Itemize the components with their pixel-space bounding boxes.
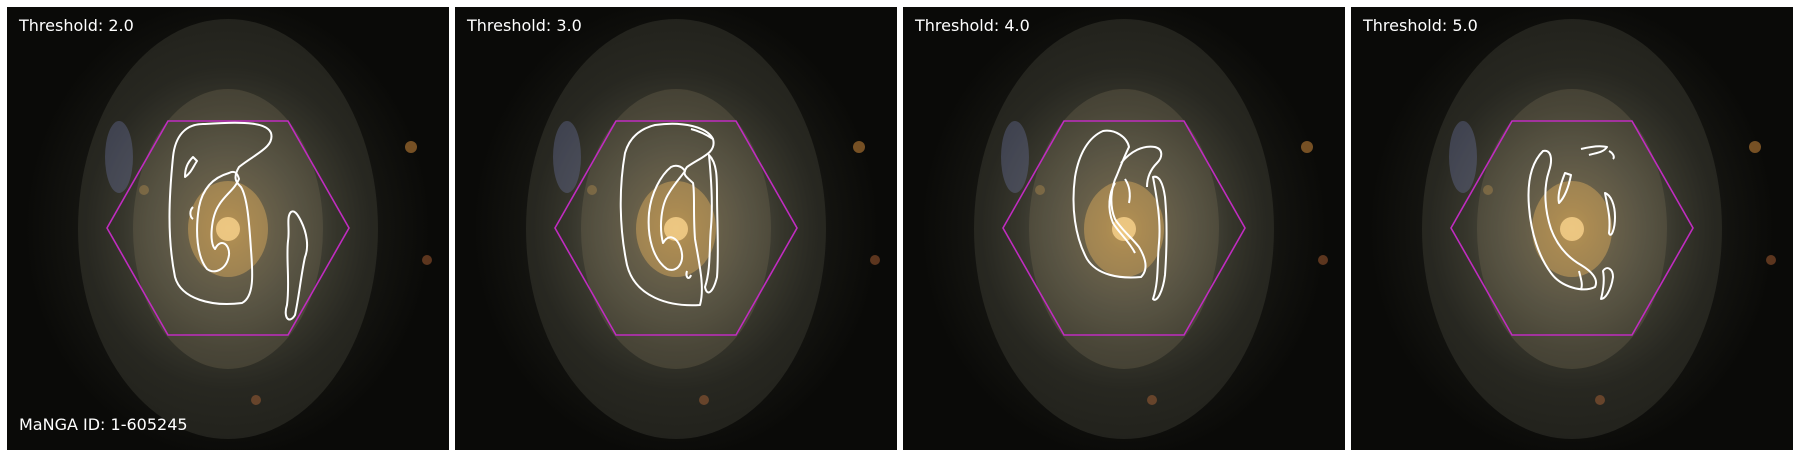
contour-overlay [1002, 120, 1246, 336]
contour-overlay [106, 120, 350, 336]
galaxy-image [526, 19, 880, 439]
threshold-panel-1: Threshold: 2.0 MaNGA ID: 1-605245 [7, 7, 449, 450]
contour-lines [1527, 145, 1616, 300]
ifu-hexagon [1450, 120, 1694, 336]
threshold-label: Threshold: 4.0 [915, 16, 1030, 35]
threshold-label: Threshold: 5.0 [1363, 16, 1478, 35]
threshold-panel-3: Threshold: 4.0 [903, 7, 1345, 450]
ifu-hexagon [1002, 120, 1246, 336]
figure: Threshold: 2.0 MaNGA ID: 1-605245 [7, 7, 1793, 450]
contour-lines [619, 122, 719, 307]
galaxy-image [78, 19, 432, 439]
threshold-label: Threshold: 3.0 [467, 16, 582, 35]
galaxy-image [1422, 19, 1776, 439]
contour-overlay [1450, 120, 1694, 336]
ifu-hexagon [554, 120, 798, 336]
contour-overlay [554, 120, 798, 336]
threshold-panel-4: Threshold: 5.0 [1351, 7, 1793, 450]
galaxy-image [974, 19, 1328, 439]
threshold-label: Threshold: 2.0 [19, 16, 134, 35]
ifu-hexagon [106, 120, 350, 336]
contour-lines [1072, 129, 1168, 301]
contour-lines [168, 121, 309, 321]
threshold-panel-2: Threshold: 3.0 [455, 7, 897, 450]
galaxy-id-label: MaNGA ID: 1-605245 [19, 415, 188, 434]
